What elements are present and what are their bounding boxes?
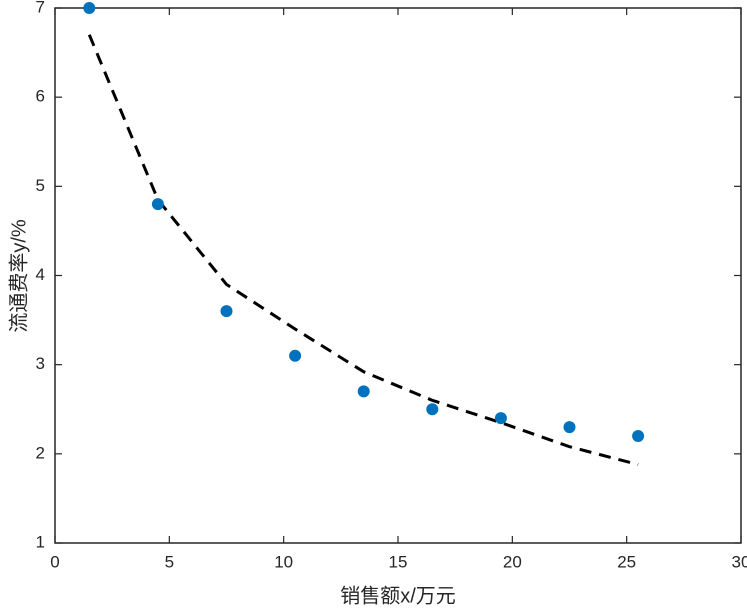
y-tick-label: 1 <box>36 532 45 551</box>
data-point <box>220 305 233 318</box>
data-point <box>632 430 645 442</box>
data-point <box>494 412 507 425</box>
plot-box <box>54 7 742 544</box>
y-tick-label: 3 <box>36 354 45 373</box>
fit-line <box>87 34 639 466</box>
x-tick-label: 20 <box>503 552 522 571</box>
data-point <box>83 2 96 14</box>
y-tick-label: 2 <box>36 443 45 462</box>
x-tick-label: 25 <box>617 552 636 571</box>
y-tick-label: 7 <box>36 0 45 16</box>
data-point <box>426 403 439 416</box>
y-tick-label: 6 <box>36 87 45 106</box>
x-tick-label: 10 <box>274 552 293 571</box>
data-point <box>357 385 370 398</box>
x-tick-label: 30 <box>732 552 747 571</box>
x-tick-label: 15 <box>389 552 408 571</box>
y-tick-label: 5 <box>36 176 45 195</box>
y-axis-label: 流通费率y/% <box>7 219 30 333</box>
data-point <box>289 349 302 362</box>
data-point <box>151 198 164 211</box>
x-tick-label: 5 <box>165 552 174 571</box>
x-tick-label: 0 <box>50 552 59 571</box>
y-tick-label: 4 <box>36 265 45 284</box>
data-point <box>563 421 576 434</box>
x-axis-label: 销售额x/万元 <box>340 584 456 607</box>
